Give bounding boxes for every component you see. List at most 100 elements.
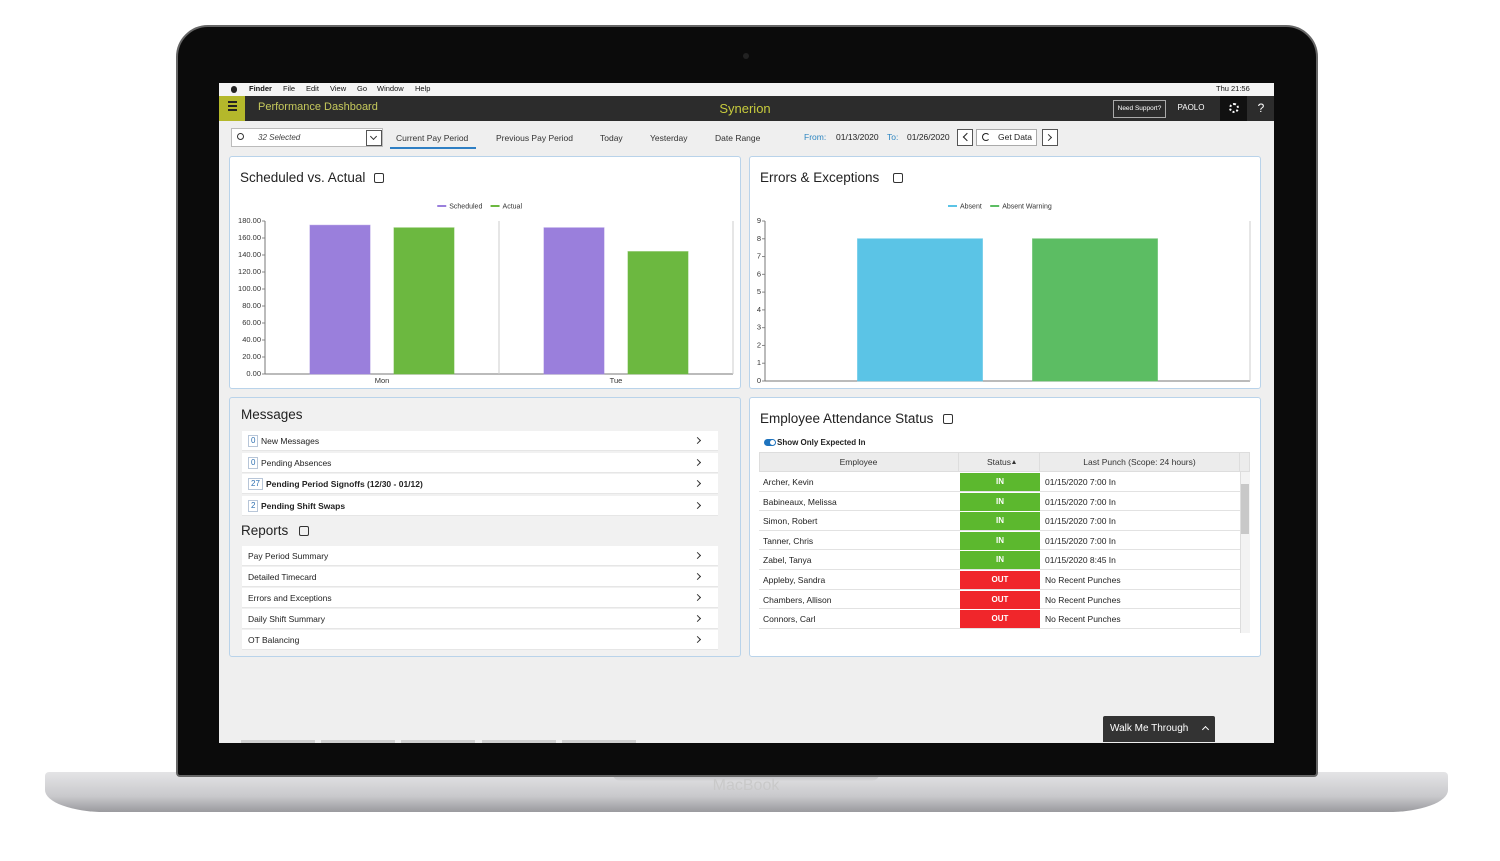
y-tick-label: 3 xyxy=(757,323,761,332)
x-tick-label: Tue xyxy=(610,376,623,385)
bottom-tab xyxy=(401,740,475,743)
last-punch: No Recent Punches xyxy=(1045,614,1121,625)
column-header[interactable]: Last Punch (Scope: 24 hours) xyxy=(1040,452,1240,472)
search-icon xyxy=(237,133,244,140)
employee-name: Appleby, Sandra xyxy=(763,575,826,585)
get-data-button[interactable]: Get Data xyxy=(976,129,1037,146)
x-tick-label: Mon xyxy=(375,376,390,385)
y-tick-label: 40.00 xyxy=(242,335,261,344)
chart-title: Errors & Exceptions xyxy=(760,170,880,185)
menu-item[interactable]: Window xyxy=(377,84,404,93)
menu-icon-line xyxy=(228,109,237,111)
from-date[interactable]: 01/13/2020 xyxy=(836,132,879,142)
next-button[interactable] xyxy=(1042,129,1058,146)
report-row[interactable]: OT Balancing xyxy=(242,630,718,650)
y-tick-label: 180.00 xyxy=(238,216,261,225)
bottom-tab xyxy=(321,740,395,743)
app-header xyxy=(219,96,1274,121)
employee-name: Babineaux, Melissa xyxy=(763,496,837,507)
message-row[interactable]: 27 Pending Period Signoffs (12/30 - 01/12… xyxy=(242,474,718,494)
report-row[interactable]: Detailed Timecard xyxy=(242,567,718,587)
message-row[interactable]: 0 Pending Absences xyxy=(242,452,718,473)
column-header[interactable]: Status xyxy=(959,452,1040,472)
bar xyxy=(857,238,983,382)
last-punch: No Recent Punches xyxy=(1045,594,1121,605)
bar xyxy=(627,251,689,375)
camera xyxy=(743,53,749,59)
walkme-button[interactable]: Walk Me Through xyxy=(1103,716,1215,742)
period-tab[interactable]: Today xyxy=(600,133,623,143)
status-cell: IN xyxy=(960,473,1040,491)
page-title: Performance Dashboard xyxy=(258,101,378,113)
menu-item[interactable]: File xyxy=(283,84,296,93)
from-label: From: xyxy=(804,132,827,142)
period-tab[interactable]: Current Pay Period xyxy=(396,133,469,143)
message-label: New Messages xyxy=(261,436,320,446)
help-button[interactable]: ? xyxy=(1257,101,1265,115)
clock: Thu 21:56 xyxy=(1216,84,1250,93)
prev-button[interactable] xyxy=(957,129,973,146)
support-button[interactable]: Need Support? xyxy=(1113,100,1166,118)
report-row[interactable]: Pay Period Summary xyxy=(242,546,718,566)
status-cell: OUT xyxy=(960,610,1040,629)
report-row[interactable]: Errors and Exceptions xyxy=(242,588,718,608)
report-label: Detailed Timecard xyxy=(248,572,317,582)
legend-label: Absent Warning xyxy=(1002,203,1052,210)
message-row[interactable]: 2 Pending Shift Swaps xyxy=(242,495,718,516)
y-tick-label: 8 xyxy=(757,234,761,243)
legend-label: Actual xyxy=(503,203,523,210)
menu-item[interactable]: Finder xyxy=(249,84,272,93)
edit-icon[interactable] xyxy=(299,526,309,536)
y-tick-label: 1 xyxy=(757,358,761,367)
report-label: Daily Shift Summary xyxy=(248,614,325,624)
status-cell: OUT xyxy=(960,590,1040,609)
scrollbar xyxy=(1240,472,1250,633)
status-cell: IN xyxy=(960,492,1040,511)
scroll-thumb xyxy=(1241,484,1249,534)
edit-icon[interactable] xyxy=(893,173,903,183)
employee-name: Chambers, Allison xyxy=(763,594,832,605)
y-tick-label: 2 xyxy=(757,340,761,349)
refresh-icon xyxy=(982,133,990,141)
message-row[interactable]: 0 New Messages xyxy=(242,431,718,451)
report-row[interactable]: Daily Shift Summary xyxy=(242,609,718,629)
edit-icon[interactable] xyxy=(374,173,384,183)
employee-name: Archer, Kevin xyxy=(763,477,814,487)
last-punch: 01/15/2020 8:45 In xyxy=(1045,555,1116,566)
selector-drop[interactable] xyxy=(366,130,382,146)
menu-item[interactable]: Go xyxy=(357,84,368,93)
bar xyxy=(309,224,371,375)
bar xyxy=(543,227,605,375)
period-tab[interactable]: Yesterday xyxy=(650,133,688,143)
selector[interactable] xyxy=(231,128,383,147)
y-tick-label: 160.00 xyxy=(238,233,261,242)
menu-item[interactable]: Edit xyxy=(306,84,319,93)
brand: Synerion xyxy=(719,101,771,116)
bottom-tab xyxy=(562,740,636,743)
period-tab[interactable]: Previous Pay Period xyxy=(496,133,574,143)
chart-title: Scheduled vs. Actual xyxy=(240,170,366,185)
menu-icon-line xyxy=(228,105,237,107)
last-punch: 01/15/2020 7:00 In xyxy=(1045,535,1116,546)
message-count: 2 xyxy=(248,499,259,512)
last-punch: 01/15/2020 7:00 In xyxy=(1045,477,1116,487)
message-label: Pending Period Signoffs (12/30 - 01/12) xyxy=(266,479,423,489)
edit-icon[interactable] xyxy=(943,414,953,424)
message-label: Pending Shift Swaps xyxy=(261,500,346,511)
menu-item[interactable]: Help xyxy=(415,84,431,93)
toggle-knob xyxy=(770,440,775,445)
device-label: MacBook xyxy=(712,777,780,794)
period-tab[interactable]: Date Range xyxy=(715,133,761,143)
user-name[interactable]: PAOLO xyxy=(1177,103,1205,112)
y-tick-label: 20.00 xyxy=(242,352,261,361)
to-date[interactable]: 01/26/2020 xyxy=(907,132,950,142)
message-count: 27 xyxy=(248,478,263,490)
y-tick-label: 4 xyxy=(757,305,761,314)
column-header[interactable]: Employee xyxy=(759,452,959,472)
gear xyxy=(1229,103,1239,113)
menubar xyxy=(219,83,1274,96)
menu-item[interactable]: View xyxy=(330,84,347,93)
menu-button[interactable] xyxy=(219,96,245,121)
legend-label: Absent xyxy=(960,203,982,210)
message-label: Pending Absences xyxy=(261,457,332,468)
